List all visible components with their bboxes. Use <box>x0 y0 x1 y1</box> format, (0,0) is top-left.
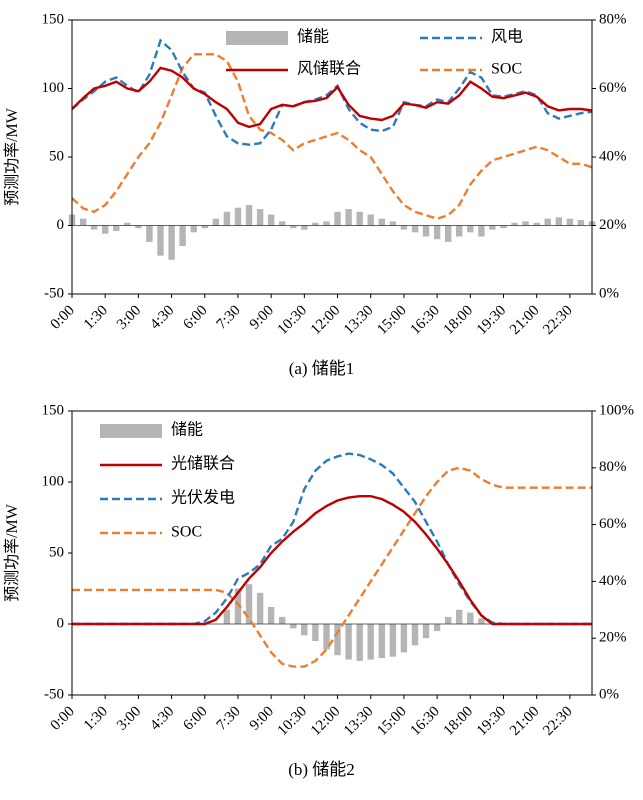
svg-text:4:30: 4:30 <box>147 704 177 734</box>
svg-text:100: 100 <box>42 80 65 96</box>
chart-b-figure: 150 100 50 0 -50 100% 80% 60% 40% 20% 0% 0:00 1:30 3:… <box>0 401 643 780</box>
series-风储联合 <box>71 66 593 129</box>
svg-text:7:30: 7:30 <box>214 704 244 734</box>
series-SOC <box>71 53 593 220</box>
svg-text:10:30: 10:30 <box>275 704 310 739</box>
svg-text:19:30: 19:30 <box>474 704 509 739</box>
svg-text:80%: 80% <box>599 11 627 27</box>
svg-text:7:30: 7:30 <box>214 303 244 333</box>
series-SOC <box>72 466 592 668</box>
svg-text:0: 0 <box>57 217 65 233</box>
figure-panel: 150 100 50 0 -50 80% 60% 40% 20% 0% 0:00 1:30 3:00 4:… <box>0 6 643 780</box>
svg-text:SOC: SOC <box>171 524 202 541</box>
svg-text:-50: -50 <box>44 686 64 702</box>
svg-text:0:00: 0:00 <box>48 303 78 333</box>
svg-text:10:30: 10:30 <box>275 303 310 338</box>
svg-text:40%: 40% <box>599 573 627 589</box>
svg-text:12:00: 12:00 <box>308 704 343 739</box>
svg-text:0%: 0% <box>599 285 619 301</box>
chart-a-canvas: 150 100 50 0 -50 80% 60% 40% 20% 0% 0:00 1:30 3:00 4:… <box>3 11 627 338</box>
svg-text:0:00: 0:00 <box>48 704 78 734</box>
svg-text:3:00: 3:00 <box>114 303 144 333</box>
y-axis-title: 预测功率/MW <box>3 503 21 602</box>
plot-area <box>71 410 593 696</box>
plot-frame <box>71 410 593 696</box>
svg-text:13:30: 13:30 <box>341 303 376 338</box>
series-光储联合 <box>72 495 592 626</box>
svg-text:60%: 60% <box>599 80 627 96</box>
svg-text:9:00: 9:00 <box>247 303 277 333</box>
svg-text:储能: 储能 <box>297 28 329 46</box>
svg-text:16:30: 16:30 <box>407 704 442 739</box>
svg-text:60%: 60% <box>599 516 627 532</box>
svg-text:50: 50 <box>49 148 64 164</box>
svg-text:100: 100 <box>42 473 65 489</box>
chart-a-figure: 150 100 50 0 -50 80% 60% 40% 20% 0% 0:00 1:30 3:00 4:… <box>0 6 643 379</box>
svg-text:18:00: 18:00 <box>441 303 476 338</box>
svg-text:18:00: 18:00 <box>441 704 476 739</box>
svg-text:1:30: 1:30 <box>81 704 111 734</box>
svg-text:6:00: 6:00 <box>180 704 210 734</box>
svg-text:3:00: 3:00 <box>114 704 144 734</box>
chart-a-caption: (a) 储能1 <box>288 359 355 378</box>
svg-text:20%: 20% <box>599 630 627 646</box>
svg-text:150: 150 <box>42 11 65 27</box>
svg-text:22:30: 22:30 <box>540 704 575 739</box>
svg-text:6:00: 6:00 <box>180 303 210 333</box>
svg-text:0: 0 <box>57 615 65 631</box>
svg-text:21:00: 21:00 <box>507 303 542 338</box>
axis-ticks: 150 100 50 0 -50 100% 80% 60% 40% 20% 0% 0:00 1:30 3:… <box>42 402 635 739</box>
series-风电 <box>71 38 593 146</box>
svg-text:风电: 风电 <box>491 28 523 46</box>
svg-text:储能: 储能 <box>171 421 203 439</box>
svg-text:100%: 100% <box>599 402 634 418</box>
svg-text:22:30: 22:30 <box>540 303 575 338</box>
series-储能 <box>223 584 496 661</box>
series-储能 <box>68 205 596 260</box>
svg-text:光伏发电: 光伏发电 <box>171 489 235 507</box>
svg-text:12:00: 12:00 <box>308 303 343 338</box>
svg-text:80%: 80% <box>599 459 627 475</box>
chart-b-caption: (b) 储能2 <box>288 760 355 779</box>
svg-text:21:00: 21:00 <box>507 704 542 739</box>
svg-text:16:30: 16:30 <box>407 303 442 338</box>
svg-text:50: 50 <box>49 544 64 560</box>
y-axis-title: 预测功率/MW <box>3 107 21 206</box>
chart-b-canvas: 150 100 50 0 -50 100% 80% 60% 40% 20% 0% 0:00 1:30 3:… <box>3 402 635 739</box>
svg-text:15:00: 15:00 <box>374 303 409 338</box>
svg-text:150: 150 <box>42 402 65 418</box>
svg-text:-50: -50 <box>44 285 64 301</box>
svg-text:SOC: SOC <box>491 61 522 78</box>
svg-text:13:30: 13:30 <box>341 704 376 739</box>
plot-area <box>68 19 596 295</box>
svg-text:19:30: 19:30 <box>474 303 509 338</box>
svg-text:1:30: 1:30 <box>81 303 111 333</box>
svg-text:20%: 20% <box>599 217 627 233</box>
series-光伏发电 <box>72 452 592 626</box>
svg-text:15:00: 15:00 <box>374 704 409 739</box>
svg-text:4:30: 4:30 <box>147 303 177 333</box>
svg-text:9:00: 9:00 <box>247 704 277 734</box>
svg-text:40%: 40% <box>599 148 627 164</box>
svg-text:光储联合: 光储联合 <box>171 455 235 473</box>
svg-text:0%: 0% <box>599 686 619 702</box>
svg-text:风储联合: 风储联合 <box>297 60 361 78</box>
